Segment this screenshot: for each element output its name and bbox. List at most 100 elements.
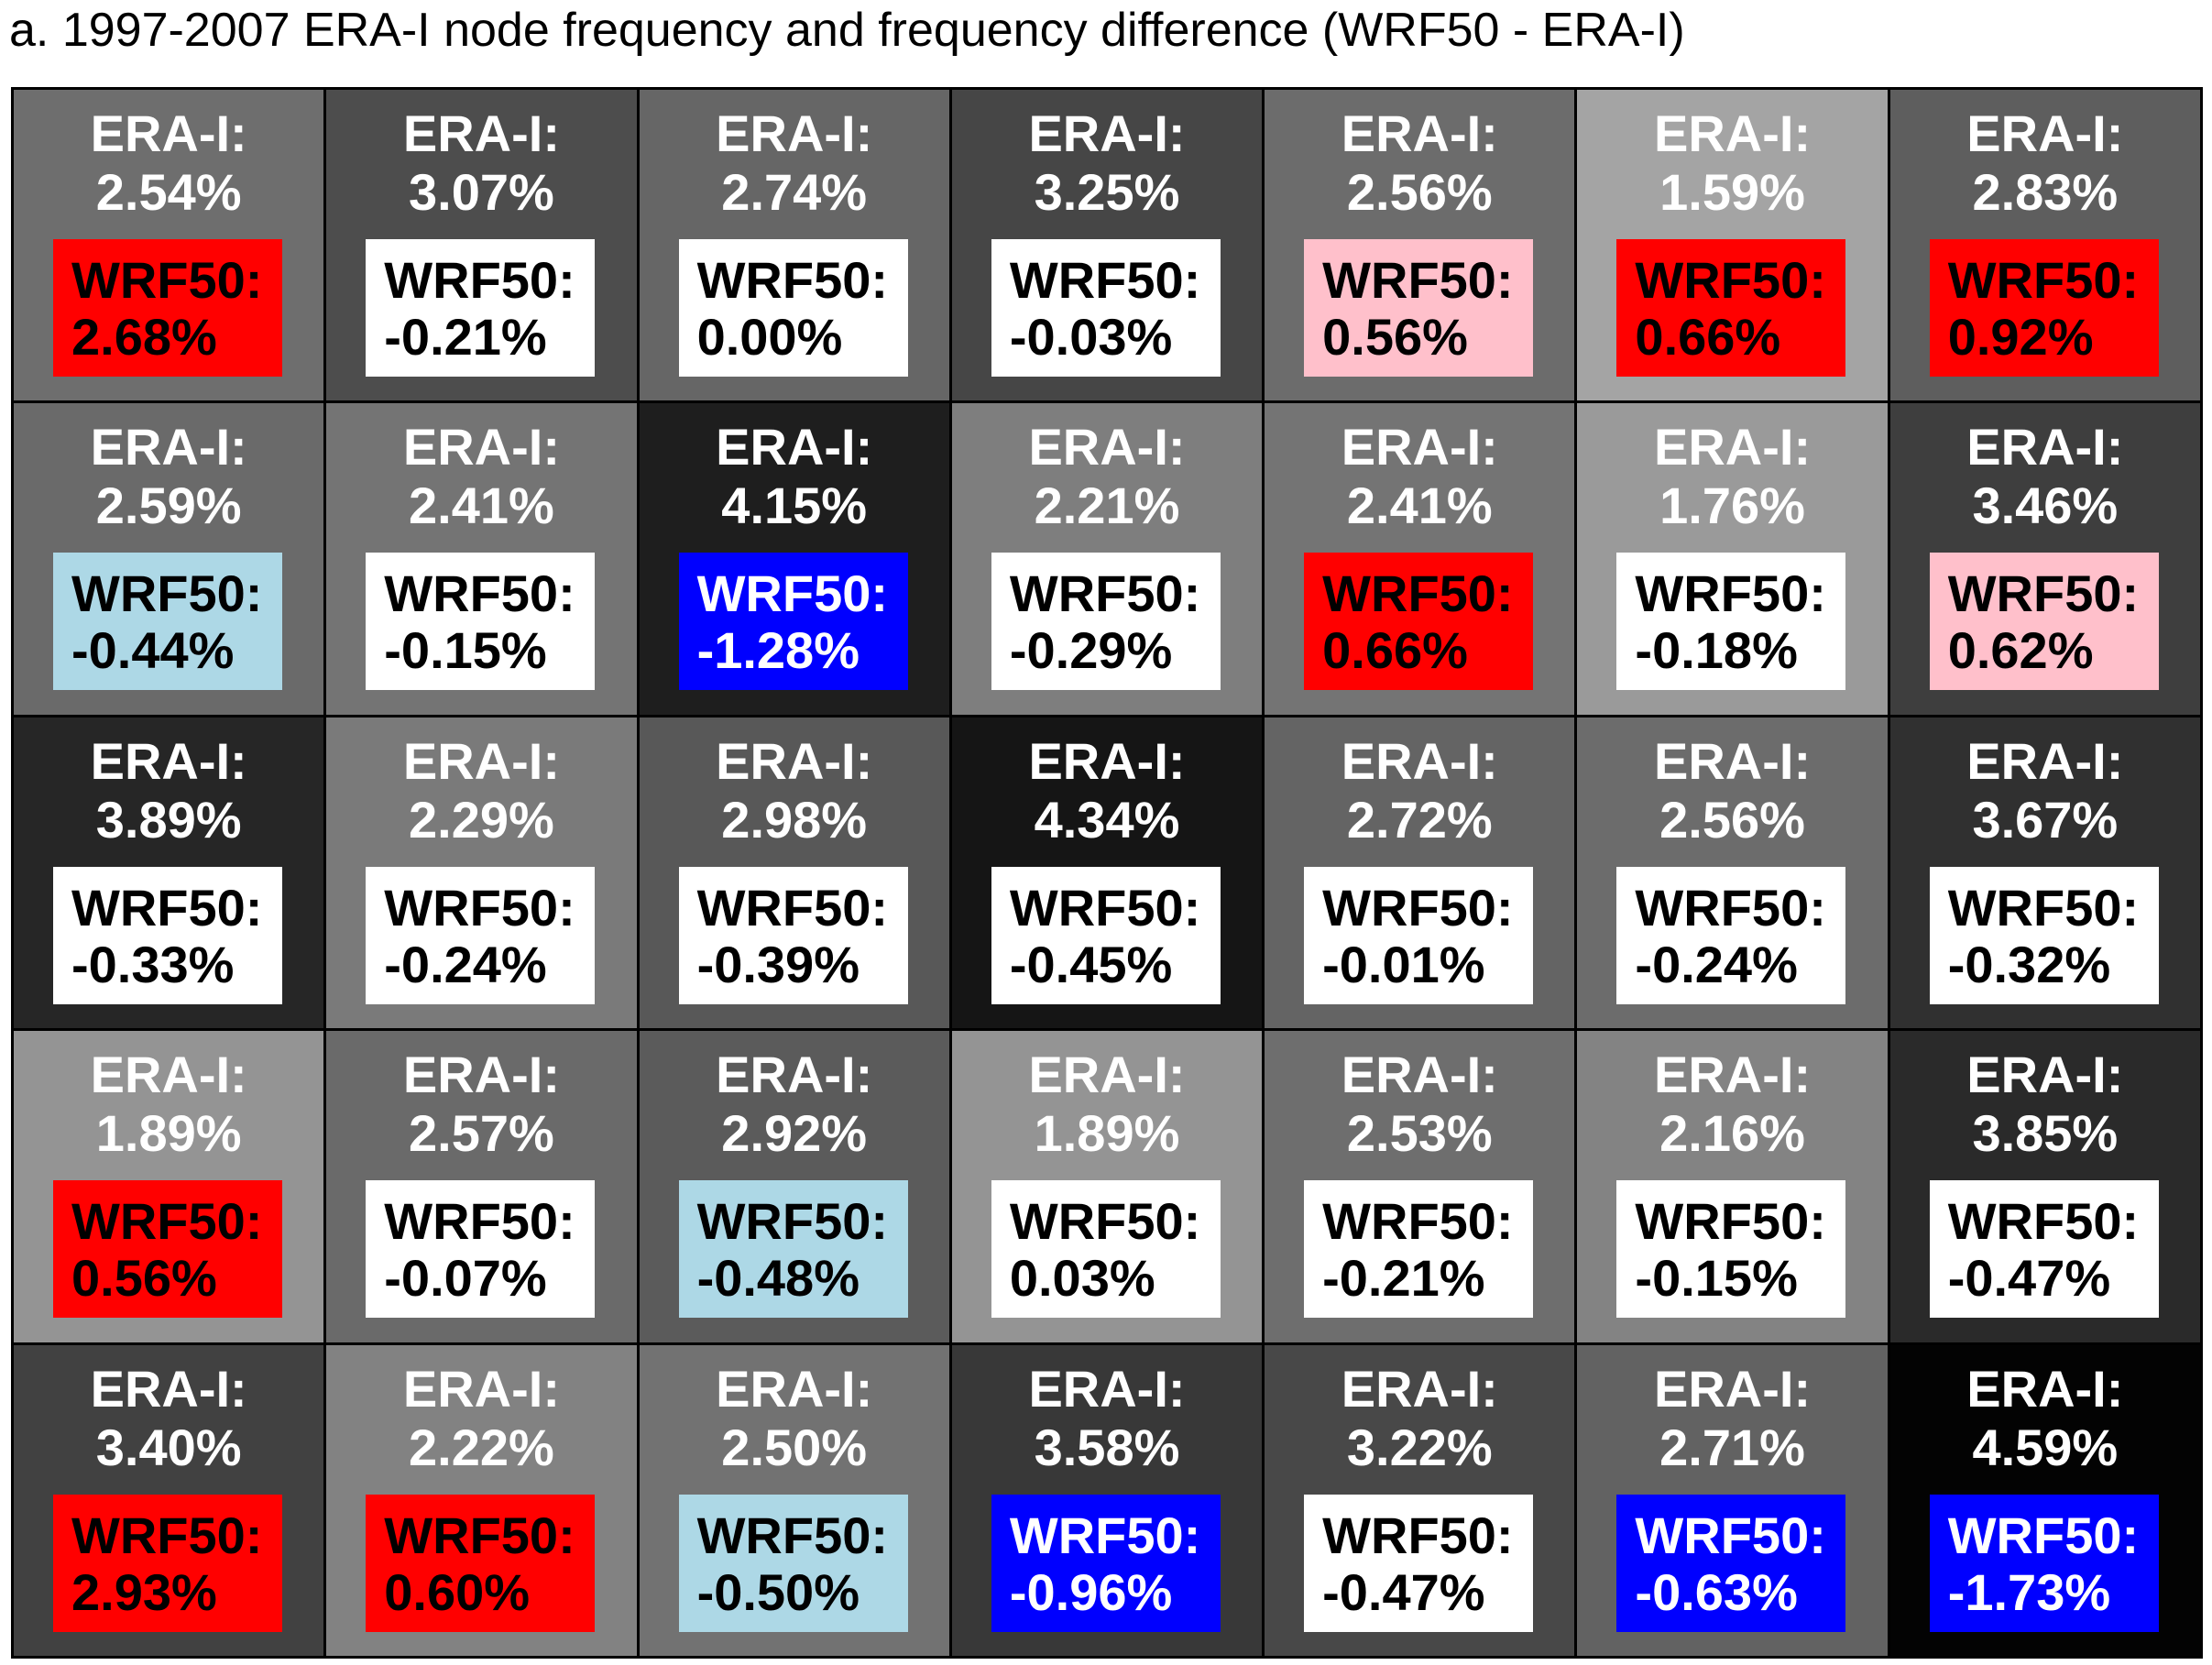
wrf-difference-box: WRF50: -0.29%	[991, 553, 1221, 691]
wrf-label: WRF50:	[384, 878, 575, 937]
node-cell: ERA-I: 3.89% WRF50: -0.33%	[14, 717, 324, 1029]
wrf-label: WRF50:	[384, 251, 575, 309]
node-cell: ERA-I: 2.74% WRF50: 0.00%	[639, 90, 949, 401]
era-label: ERA-I:	[1654, 104, 1812, 162]
wrf-label: WRF50:	[1322, 564, 1514, 623]
wrf-difference-box: WRF50: -0.44%	[53, 553, 282, 691]
node-cell: ERA-I: 2.29% WRF50: -0.24%	[326, 717, 637, 1029]
wrf-difference-box: WRF50: -1.73%	[1929, 1494, 2159, 1632]
era-label: ERA-I:	[1341, 104, 1498, 162]
node-cell: ERA-I: 2.41% WRF50: -0.15%	[326, 403, 637, 715]
wrf-difference-value: -0.24%	[384, 935, 547, 993]
wrf-difference-box: WRF50: 0.66%	[1304, 553, 1534, 691]
node-cell: ERA-I: 1.89% WRF50: 0.03%	[951, 1031, 1263, 1342]
era-frequency-value: 3.89%	[95, 790, 242, 849]
era-frequency-value: 3.22%	[1346, 1418, 1493, 1476]
era-label: ERA-I:	[1966, 1359, 2124, 1418]
wrf-label: WRF50:	[696, 1192, 889, 1251]
wrf-difference-value: 0.03%	[1009, 1249, 1155, 1308]
era-frequency-value: 1.76%	[1659, 476, 1805, 535]
wrf-difference-value: -0.39%	[696, 935, 860, 993]
era-label: ERA-I:	[1028, 418, 1186, 476]
era-label: ERA-I:	[716, 1359, 873, 1418]
wrf-difference-box: WRF50: 0.60%	[366, 1494, 596, 1632]
era-label: ERA-I:	[90, 1046, 247, 1104]
wrf-difference-value: -0.45%	[1009, 935, 1173, 993]
era-label: ERA-I:	[1028, 104, 1186, 162]
wrf-difference-box: WRF50: 0.56%	[53, 1180, 282, 1319]
wrf-difference-box: WRF50: -0.48%	[678, 1180, 908, 1319]
wrf-difference-value: 0.56%	[71, 1249, 217, 1308]
wrf-difference-value: -0.47%	[1322, 1562, 1485, 1621]
era-label: ERA-I:	[1966, 1046, 2124, 1104]
wrf-difference-value: -0.03%	[1009, 308, 1173, 366]
wrf-difference-value: -0.96%	[1009, 1562, 1173, 1621]
wrf-difference-box: WRF50: -0.47%	[1304, 1494, 1534, 1632]
era-frequency-value: 3.07%	[409, 163, 554, 221]
wrf-difference-box: WRF50: 0.62%	[1929, 553, 2159, 691]
wrf-label: WRF50:	[1635, 1506, 1826, 1564]
wrf-difference-value: -0.21%	[1322, 1249, 1485, 1308]
era-frequency-value: 4.34%	[1034, 790, 1180, 849]
wrf-difference-value: -0.07%	[384, 1249, 547, 1308]
node-cell: ERA-I: 2.57% WRF50: -0.07%	[326, 1031, 637, 1342]
wrf-difference-value: 2.68%	[71, 308, 217, 366]
wrf-difference-value: -0.63%	[1635, 1562, 1798, 1621]
era-label: ERA-I:	[1341, 418, 1498, 476]
era-label: ERA-I:	[90, 418, 247, 476]
node-cell: ERA-I: 3.07% WRF50: -0.21%	[326, 90, 637, 401]
wrf-difference-box: WRF50: -0.50%	[678, 1494, 908, 1632]
wrf-difference-box: WRF50: -0.47%	[1929, 1180, 2159, 1319]
wrf-label: WRF50:	[384, 1506, 575, 1564]
wrf-label: WRF50:	[696, 1506, 889, 1564]
era-label: ERA-I:	[1028, 731, 1186, 790]
wrf-difference-value: -0.47%	[1947, 1249, 2111, 1308]
wrf-label: WRF50:	[71, 1192, 263, 1251]
node-cell: ERA-I: 1.89% WRF50: 0.56%	[14, 1031, 324, 1342]
node-cell: ERA-I: 2.50% WRF50: -0.50%	[639, 1344, 949, 1656]
wrf-difference-value: -0.18%	[1635, 621, 1798, 680]
era-label: ERA-I:	[90, 731, 247, 790]
wrf-difference-value: 0.92%	[1947, 308, 2094, 366]
wrf-label: WRF50:	[1322, 878, 1514, 937]
era-label: ERA-I:	[402, 731, 560, 790]
wrf-label: WRF50:	[384, 1192, 575, 1251]
era-label: ERA-I:	[402, 418, 560, 476]
era-frequency-value: 3.85%	[1972, 1104, 2119, 1163]
wrf-label: WRF50:	[1322, 251, 1514, 309]
wrf-difference-value: -0.32%	[1947, 935, 2111, 993]
wrf-difference-value: 0.60%	[384, 1562, 531, 1621]
era-frequency-value: 1.89%	[95, 1104, 242, 1163]
wrf-label: WRF50:	[1009, 1506, 1201, 1564]
era-label: ERA-I:	[402, 1359, 560, 1418]
wrf-difference-value: -0.44%	[71, 621, 235, 680]
node-cell: ERA-I: 3.67% WRF50: -0.32%	[1889, 717, 2200, 1029]
wrf-label: WRF50:	[696, 564, 889, 623]
wrf-label: WRF50:	[71, 878, 263, 937]
wrf-difference-value: 0.66%	[1322, 621, 1468, 680]
wrf-difference-box: WRF50: -0.45%	[991, 866, 1221, 1004]
era-frequency-value: 1.59%	[1659, 163, 1805, 221]
wrf-label: WRF50:	[1635, 564, 1826, 623]
era-label: ERA-I:	[1341, 1359, 1498, 1418]
era-frequency-value: 3.58%	[1034, 1418, 1180, 1476]
wrf-difference-value: -0.24%	[1635, 935, 1798, 993]
era-label: ERA-I:	[716, 1046, 873, 1104]
era-label: ERA-I:	[1966, 731, 2124, 790]
era-frequency-value: 2.16%	[1659, 1104, 1805, 1163]
node-cell: ERA-I: 2.59% WRF50: -0.44%	[14, 403, 324, 715]
node-cell: ERA-I: 2.56% WRF50: -0.24%	[1577, 717, 1888, 1029]
wrf-difference-box: WRF50: -0.24%	[366, 866, 596, 1004]
era-frequency-value: 3.40%	[95, 1418, 242, 1476]
wrf-label: WRF50:	[1947, 251, 2140, 309]
wrf-difference-value: -0.15%	[384, 621, 547, 680]
era-label: ERA-I:	[1654, 731, 1812, 790]
node-cell: ERA-I: 1.76% WRF50: -0.18%	[1577, 403, 1888, 715]
wrf-label: WRF50:	[1009, 878, 1201, 937]
wrf-difference-box: WRF50: -0.39%	[678, 866, 908, 1004]
wrf-difference-box: WRF50: -0.15%	[1616, 1180, 1846, 1319]
era-label: ERA-I:	[1966, 418, 2124, 476]
node-cell: ERA-I: 2.53% WRF50: -0.21%	[1265, 1031, 1575, 1342]
wrf-label: WRF50:	[1322, 1506, 1514, 1564]
wrf-difference-box: WRF50: -0.33%	[53, 866, 282, 1004]
